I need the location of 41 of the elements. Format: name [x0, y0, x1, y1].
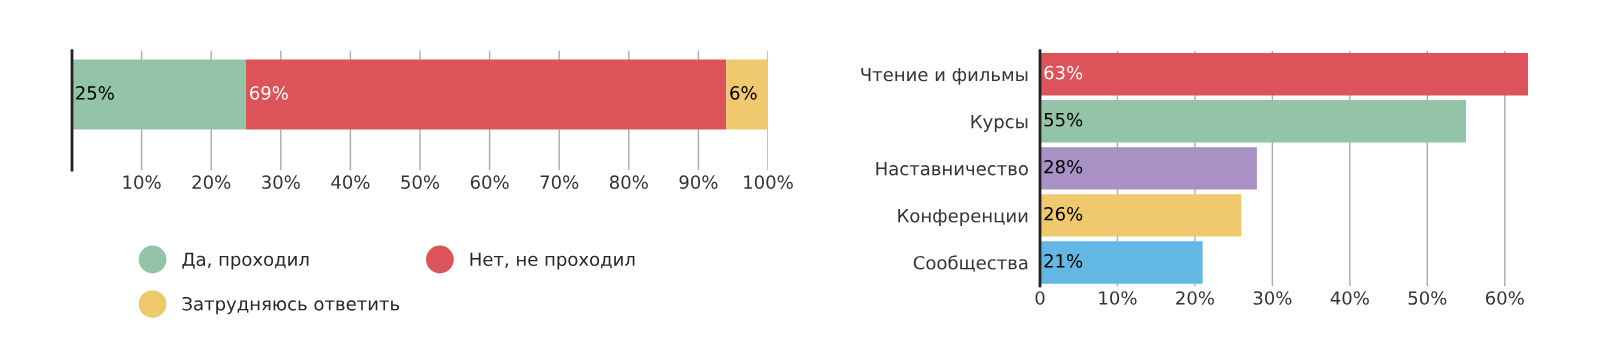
x-tick-label: 30% [1253, 291, 1292, 305]
x-tick-label: 20% [1176, 291, 1214, 305]
bar [1040, 100, 1467, 143]
bar [1040, 147, 1257, 190]
data-label: 21% [1044, 254, 1083, 268]
bar [246, 59, 727, 130]
data-label: 55% [1044, 112, 1083, 127]
y-tick-label: Наставничество [876, 162, 1028, 176]
data-label: 28% [1044, 159, 1083, 174]
x-tick-label: 80% [609, 175, 648, 189]
x-tick-label: 90% [679, 175, 718, 189]
bar [1040, 194, 1242, 237]
x-tick-label: 20% [192, 175, 231, 189]
y-tick-label: Конференции [898, 209, 1028, 226]
legend-label: Нет, не проходил [470, 252, 635, 270]
bar [1040, 241, 1203, 284]
text: 6% [730, 86, 757, 100]
x-tick-label: 100% [744, 175, 793, 189]
text: 25% [76, 86, 114, 100]
text: 69% [250, 86, 288, 100]
x-tick-label: 10% [1099, 291, 1137, 305]
x-tick-label: 60% [470, 175, 509, 189]
x-tick-label: 10% [123, 175, 161, 189]
y-tick-label: Сообщества [913, 255, 1028, 272]
bar [726, 59, 768, 130]
bar [72, 59, 246, 130]
x-tick-label: 30% [262, 175, 300, 189]
x-tick-label: 40% [331, 175, 370, 189]
x-tick-label: 70% [540, 175, 579, 189]
legend-label: Затрудняюсь ответить [182, 296, 400, 315]
data-label: 26% [1044, 206, 1083, 221]
y-tick-label: Курсы [971, 114, 1028, 132]
data-label: 63% [1044, 65, 1083, 80]
bar [1040, 53, 1528, 96]
x-tick-label: 60% [1485, 291, 1524, 305]
x-tick-label: 0 [1035, 291, 1045, 305]
x-tick-label: 50% [1408, 291, 1447, 305]
y-tick-label: Чтение и фильмы [861, 67, 1028, 85]
x-tick-label: 40% [1330, 291, 1369, 305]
x-tick-label: 50% [401, 175, 440, 189]
legend-label: Да, проходил [182, 252, 309, 270]
